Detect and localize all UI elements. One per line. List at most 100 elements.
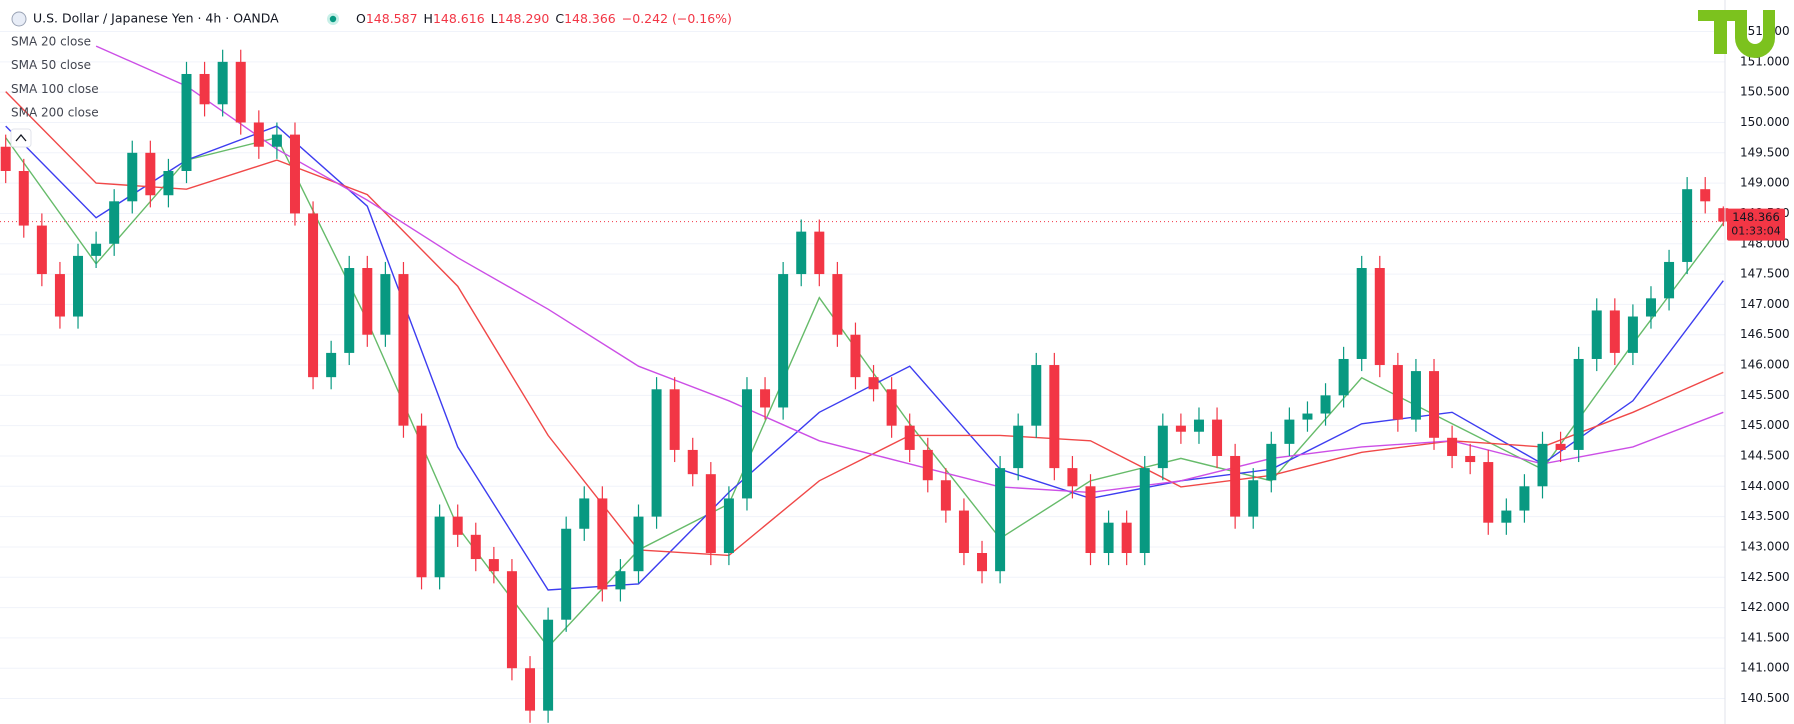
y-tick-label: 150.000 bbox=[1740, 115, 1790, 129]
candle-body bbox=[1157, 425, 1168, 469]
candle-body bbox=[1266, 443, 1277, 481]
candle-body bbox=[289, 134, 300, 214]
candle-body bbox=[597, 498, 608, 590]
candle-body bbox=[470, 534, 481, 560]
y-tick-label: 143.000 bbox=[1740, 539, 1790, 553]
collapse-button[interactable] bbox=[10, 128, 32, 148]
legend-entry: SMA 50 close bbox=[11, 58, 91, 72]
y-tick-label: 142.500 bbox=[1740, 570, 1790, 584]
candle-body bbox=[633, 516, 644, 572]
y-tick-label: 141.000 bbox=[1740, 661, 1790, 675]
y-tick-label: 149.500 bbox=[1740, 145, 1790, 159]
candle-body bbox=[723, 498, 734, 554]
candle-body bbox=[741, 389, 752, 499]
ohlc-value: 148.616 bbox=[433, 11, 485, 26]
candle-body bbox=[1067, 468, 1078, 487]
y-tick-label: 147.000 bbox=[1740, 297, 1790, 311]
candle-body bbox=[1682, 189, 1693, 262]
candle-body bbox=[850, 334, 861, 378]
symbol-icon bbox=[11, 11, 27, 27]
candle-body bbox=[1573, 358, 1584, 450]
candle-body bbox=[543, 619, 554, 711]
candle-body bbox=[380, 274, 391, 335]
candle-body bbox=[253, 122, 264, 147]
market-status-dot bbox=[329, 15, 337, 23]
candle-body bbox=[1139, 468, 1150, 554]
y-tick-label: 145.500 bbox=[1740, 388, 1790, 402]
candle-body bbox=[145, 152, 156, 196]
candle-body bbox=[1121, 522, 1132, 554]
candle-body bbox=[922, 449, 933, 481]
candle-body bbox=[525, 668, 536, 711]
logo-u bbox=[1735, 10, 1775, 58]
candle-body bbox=[1591, 310, 1602, 359]
legend-entry: SMA 100 close bbox=[11, 82, 99, 96]
y-tick-label: 144.500 bbox=[1740, 448, 1790, 462]
price-tag-box bbox=[1727, 208, 1785, 241]
ohlc-label: C bbox=[555, 11, 564, 26]
candle-body bbox=[561, 528, 572, 620]
symbol-title[interactable]: U.S. Dollar / Japanese Yen · 4h · OANDA bbox=[33, 11, 279, 26]
candle-body bbox=[1410, 371, 1421, 420]
y-tick-label: 151.000 bbox=[1740, 54, 1790, 68]
candle-body bbox=[1175, 425, 1186, 432]
candle-body bbox=[615, 571, 626, 590]
candle-body bbox=[1031, 365, 1042, 426]
logo bbox=[1698, 10, 1775, 58]
grid bbox=[0, 31, 1725, 700]
candle-body bbox=[579, 498, 590, 529]
candle-body bbox=[199, 73, 210, 105]
candle-body bbox=[271, 134, 282, 147]
candle-body bbox=[1664, 261, 1675, 299]
ohlc-label: L bbox=[491, 11, 498, 26]
candle-body bbox=[36, 225, 47, 275]
y-tick-label: 146.000 bbox=[1740, 358, 1790, 372]
ohlc-label: O bbox=[356, 11, 366, 26]
candle-body bbox=[1013, 425, 1024, 469]
candle-body bbox=[796, 231, 807, 275]
ohlc-value: 148.366 bbox=[564, 11, 616, 26]
ohlc-value: 148.290 bbox=[498, 11, 550, 26]
logo-t-stem bbox=[1714, 10, 1727, 54]
ohlc-value: 148.587 bbox=[366, 11, 418, 26]
candle-body bbox=[434, 516, 445, 578]
collapse-icon bbox=[15, 133, 27, 142]
candle-body bbox=[488, 559, 499, 572]
y-tick-label: 142.000 bbox=[1740, 600, 1790, 614]
legend-entry: SMA 20 close bbox=[11, 35, 91, 49]
candle-body bbox=[1519, 486, 1530, 511]
candle-body bbox=[1501, 510, 1512, 523]
price-tag-value: 148.366 bbox=[1732, 210, 1780, 224]
candle-body bbox=[651, 389, 662, 517]
y-tick-label: 147.500 bbox=[1740, 267, 1790, 281]
candle-body bbox=[958, 510, 969, 554]
candle-body bbox=[235, 61, 246, 123]
candle-body bbox=[54, 274, 65, 317]
candle-body bbox=[163, 170, 174, 196]
candle-body bbox=[18, 170, 29, 226]
candle-body bbox=[904, 425, 915, 450]
candle-body bbox=[1356, 268, 1367, 359]
y-tick-label: 141.500 bbox=[1740, 630, 1790, 644]
change: −0.242 (−0.16%) bbox=[622, 11, 732, 26]
candle-body bbox=[73, 255, 84, 317]
candle-body bbox=[1193, 419, 1204, 432]
price-axis: 140.500 141.000 141.500 142.000 142.500 143.0… bbox=[1740, 24, 1790, 705]
candle-body bbox=[1645, 298, 1656, 317]
candle-body bbox=[1103, 522, 1114, 554]
candle-body bbox=[868, 377, 879, 390]
candle-body bbox=[886, 389, 897, 426]
candle-body bbox=[1447, 437, 1458, 456]
countdown: 01:33:04 bbox=[1731, 225, 1780, 238]
legend-entry: SMA 200 close bbox=[11, 106, 99, 120]
candle-body bbox=[1338, 358, 1349, 396]
candle-body bbox=[1392, 365, 1403, 420]
candle-body bbox=[0, 146, 11, 171]
candle-body bbox=[1284, 419, 1295, 444]
candle-body bbox=[326, 352, 337, 378]
candle-body bbox=[506, 571, 517, 669]
ohlc-label: H bbox=[424, 11, 433, 26]
y-tick-label: 144.000 bbox=[1740, 479, 1790, 493]
